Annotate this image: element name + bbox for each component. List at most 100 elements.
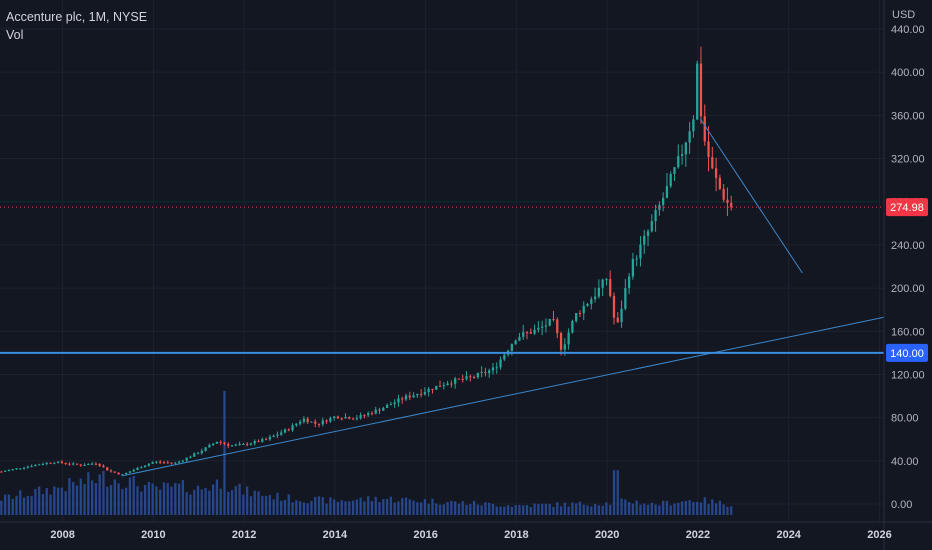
candle-body <box>620 308 623 323</box>
candle-body <box>541 326 544 328</box>
volume-bar <box>370 501 374 515</box>
candle-body <box>612 295 616 318</box>
candle-body <box>117 472 120 475</box>
volume-bar <box>215 479 219 515</box>
candle-body <box>367 413 370 416</box>
candle-body <box>408 395 411 398</box>
candle-body <box>624 288 627 309</box>
volume-bar <box>559 506 563 515</box>
candle-body <box>344 416 347 419</box>
volume-bar <box>673 503 676 515</box>
candle-body <box>283 429 287 433</box>
volume-bar <box>75 485 79 515</box>
candle-body <box>329 417 332 422</box>
volume-bar <box>257 491 260 515</box>
candle-body <box>189 456 192 458</box>
x-tick-label: 2026 <box>867 529 891 541</box>
candle-body <box>567 332 570 345</box>
y-tick-label: 320.00 <box>891 154 925 166</box>
candle-body <box>215 441 219 444</box>
x-tick-label: 2022 <box>686 529 710 541</box>
volume-bar <box>264 495 268 515</box>
candle-body <box>578 312 582 314</box>
volume-bar <box>90 480 94 515</box>
volume-bar <box>609 504 612 515</box>
volume-bar <box>325 503 328 515</box>
support-line-value: 140.00 <box>890 348 924 360</box>
volume-bar <box>703 497 706 515</box>
volume-bar <box>159 489 162 515</box>
candle-body <box>295 423 298 426</box>
volume-bar <box>699 502 703 515</box>
candle-body <box>480 371 483 373</box>
candle-body <box>280 432 283 435</box>
candle-body <box>518 336 521 341</box>
candle-body <box>374 409 377 414</box>
candle-body <box>90 463 94 465</box>
volume-bar <box>730 506 733 515</box>
candle-body <box>340 418 343 420</box>
volume-bar <box>162 482 166 515</box>
candle-body <box>438 385 442 387</box>
volume-bar <box>363 501 366 515</box>
volume-bar <box>4 494 7 515</box>
candle-body <box>718 177 722 189</box>
candle-body <box>128 471 132 473</box>
volume-bar <box>646 504 650 515</box>
volume-bar <box>692 501 695 515</box>
volume-bar <box>616 470 619 515</box>
candle-body <box>631 259 635 277</box>
candle-body <box>627 276 631 289</box>
candle-body <box>703 116 706 142</box>
candle-body <box>4 470 7 472</box>
candle-body <box>529 332 532 334</box>
candle-body <box>722 188 725 200</box>
volume-bar <box>151 483 154 515</box>
volume-bar <box>714 503 718 515</box>
volume-bar <box>117 483 120 515</box>
candle-body <box>696 63 699 120</box>
volume-bar <box>525 505 529 515</box>
y-tick-label: 240.00 <box>891 240 925 252</box>
volume-bar <box>586 505 589 515</box>
candle-body <box>525 332 529 334</box>
candle-body <box>609 279 612 296</box>
volume-bar <box>639 504 642 515</box>
candle-body <box>442 385 445 387</box>
volume-indicator-label: Vol <box>6 28 24 42</box>
y-tick-label: 200.00 <box>891 283 925 295</box>
candle-body <box>662 197 665 205</box>
volume-bar <box>34 489 37 515</box>
volume-bar <box>336 501 340 515</box>
volume-bar <box>177 483 181 515</box>
volume-bar <box>348 501 351 515</box>
candle-body <box>83 464 86 466</box>
candle-body <box>472 376 476 378</box>
volume-bar <box>136 486 139 515</box>
volume-bar <box>563 502 566 515</box>
candle-body <box>181 460 185 462</box>
volume-bar <box>688 500 691 515</box>
candle-body <box>223 442 226 445</box>
candle-body <box>264 439 268 441</box>
volume-bar <box>582 504 585 515</box>
candle-body <box>200 450 203 454</box>
candle-body <box>605 279 608 281</box>
candle-body <box>177 461 181 463</box>
volume-bar <box>548 503 551 515</box>
volume-bar <box>333 499 336 515</box>
candle-body <box>204 447 207 451</box>
volume-bar <box>393 502 396 515</box>
candle-body <box>287 429 290 431</box>
candle-body <box>49 462 52 464</box>
candle-body <box>499 359 502 368</box>
candle-body <box>121 474 124 476</box>
candle-body <box>132 469 135 472</box>
candle-body <box>227 444 230 446</box>
symbol-title: Accenture plc, 1M, NYSE <box>6 10 148 24</box>
volume-bar <box>106 486 109 515</box>
volume-bar <box>329 497 332 515</box>
volume-bar <box>30 495 33 515</box>
